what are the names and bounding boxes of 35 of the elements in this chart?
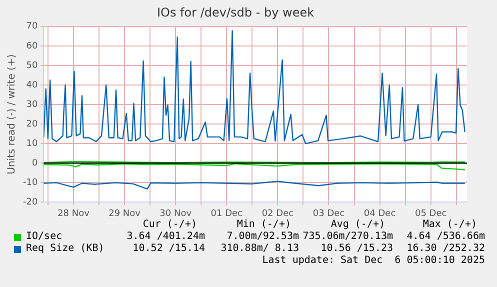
y-tick-label: 10 [26, 138, 38, 149]
text: 310.88m/ 8.13 [220, 243, 299, 254]
x-tick-label: 28 Nov [58, 208, 90, 219]
text: Min (-/+) [236, 219, 291, 230]
y-tick-label: -10 [22, 178, 38, 188]
x-tick-label: 30 Nov [160, 208, 192, 219]
x-tick-label: 29 Nov [108, 208, 142, 219]
text: Cur (-/+) [142, 219, 197, 230]
legend-label: Req Size (KB) [26, 243, 104, 254]
text: 10.56 /15.23 [320, 243, 393, 254]
x-tick-label: 02 Dec [262, 208, 294, 219]
chart-title: IOs for /dev/sdb - by week [156, 5, 314, 20]
text: 4.64 /536.66m [406, 231, 485, 242]
x-tick-label: 03 Dec [312, 208, 345, 219]
y-tick-label: 30 [26, 100, 38, 110]
y-tick-label: 70 [26, 22, 38, 32]
text: 735.06m/270.13m [302, 231, 393, 242]
legend-label: IO/sec [26, 231, 62, 242]
text: 3.64 /401.24m [126, 231, 205, 242]
text: 7.00m/92.53m [226, 231, 299, 242]
text: Avg (-/+) [330, 219, 385, 230]
text: Last update: Sat Dec 6 05:00:10 2025 [262, 255, 485, 266]
y-tick-label: -20 [22, 198, 38, 208]
x-tick-label: 04 Dec [364, 208, 396, 219]
text: Max (-/+) [422, 219, 477, 230]
text: 10.52 /15.14 [132, 243, 205, 254]
x-tick-label: 01 Dec [210, 208, 243, 219]
y-tick-label: 20 [26, 119, 38, 130]
x-tick-label: 05 Dec [414, 208, 447, 219]
y-tick-label: 50 [26, 60, 38, 71]
y-tick-label: 60 [26, 41, 38, 52]
y-tick-label: 40 [26, 80, 38, 90]
y-tick-label: 0 [32, 158, 38, 168]
y-axis-title: Units read (-) / write (+) [6, 54, 18, 174]
text: 16.30 /252.32 [406, 243, 485, 254]
